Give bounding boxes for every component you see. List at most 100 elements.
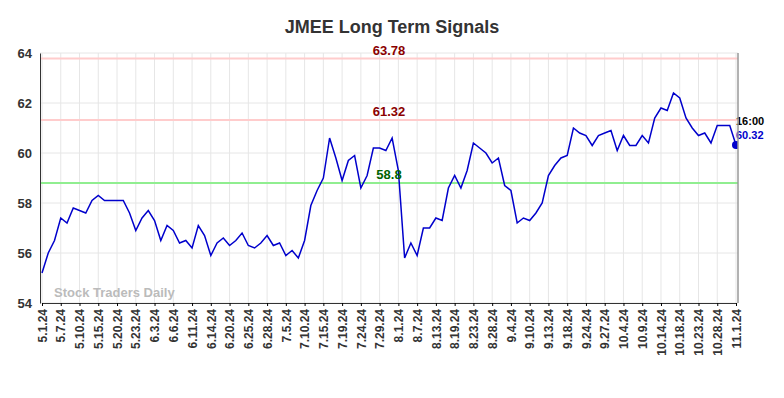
x-tick-label: 8.7.24 [411,309,425,343]
x-tick-mark [286,303,287,306]
x-tick-mark [736,303,737,306]
signal-line [40,58,738,60]
x-tick: 6.6.24 [167,303,181,342]
y-grid-line [40,153,738,154]
x-tick-label: 9.27.24 [598,309,612,349]
x-grid-line [60,53,61,303]
y-tick-label: 64 [18,46,33,61]
x-tick-label: 6.14.24 [205,309,219,349]
x-tick-label: 6.6.24 [167,309,181,343]
x-grid-line [642,53,643,303]
y-tick-label: 58 [18,196,32,211]
x-grid-line [435,53,436,303]
x-tick: 8.19.24 [448,303,462,349]
x-grid-line [154,53,155,303]
x-tick-label: 9.18.24 [561,309,575,349]
x-tick-label: 8.19.24 [448,309,462,349]
x-tick: 9.13.24 [542,303,556,349]
x-tick-mark [42,303,43,306]
x-tick: 5.23.24 [129,303,143,349]
x-tick-label: 9.13.24 [542,309,556,349]
x-tick-label: 10.4.24 [617,309,631,349]
x-tick-label: 5.20.24 [111,309,125,349]
x-tick: 5.10.24 [73,303,87,349]
x-tick-label: 7.5.24 [280,309,294,343]
x-grid-line [679,53,680,303]
x-grid-line [135,53,136,303]
x-grid-line [585,53,586,303]
x-tick-mark [230,303,231,306]
x-tick: 9.27.24 [598,303,612,349]
price-line [42,93,736,273]
signal-line [40,182,738,184]
x-tick: 7.10.24 [298,303,312,349]
y-axis: 545658606264 [18,46,41,311]
x-tick: 8.1.24 [392,303,406,342]
x-tick-label: 7.15.24 [317,309,331,349]
y-axis-line [40,54,41,304]
x-tick-label: 9.24.24 [580,309,594,349]
x-tick-mark [305,303,306,306]
x-tick-mark [173,303,174,306]
x-tick-mark [267,303,268,306]
x-grid-line [304,53,305,303]
x-grid-line [567,53,568,303]
x-tick: 6.3.24 [148,303,162,342]
y-tick: 64 [18,46,40,61]
x-tick-label: 5.1.24 [36,309,50,343]
x-tick: 10.23.24 [692,303,706,356]
x-grid-line [210,53,211,303]
x-tick-mark [455,303,456,306]
x-tick-mark [567,303,568,306]
y-tick: 58 [18,196,40,211]
x-tick-mark [680,303,681,306]
x-tick-label: 10.28.24 [711,309,725,356]
x-tick: 9.18.24 [561,303,575,349]
x-tick-label: 7.19.24 [336,309,350,349]
y-tick-label: 62 [18,96,32,111]
x-tick-label: 5.23.24 [129,309,143,349]
x-tick-mark [473,303,474,306]
x-grid-line [229,53,230,303]
x-tick-mark [80,303,81,306]
x-tick: 8.7.24 [411,303,425,342]
x-tick-mark [211,303,212,306]
x-tick-mark [548,303,549,306]
y-tick-label: 60 [18,146,32,161]
x-grid-line [248,53,249,303]
x-tick-mark [117,303,118,306]
x-tick-mark [361,303,362,306]
x-tick: 10.4.24 [617,303,631,349]
x-tick-mark [98,303,99,306]
x-tick-label: 6.25.24 [242,309,256,349]
x-grid-line [510,53,511,303]
x-tick-mark [586,303,587,306]
x-grid-line [454,53,455,303]
x-tick-label: 10.23.24 [692,309,706,356]
x-grid-line [42,53,43,303]
x-tick-label: 7.10.24 [298,309,312,349]
x-tick: 6.14.24 [205,303,219,349]
x-tick-label: 8.28.24 [486,309,500,349]
x-tick: 6.25.24 [242,303,256,349]
x-tick-mark [417,303,418,306]
x-tick: 10.28.24 [711,303,725,356]
x-tick-label: 8.23.24 [467,309,481,349]
x-tick: 9.4.24 [505,303,519,342]
x-grid-line [117,53,118,303]
x-tick-mark [530,303,531,306]
x-tick-mark [192,303,193,306]
x-grid-line [529,53,530,303]
y-tick-label: 54 [18,296,33,311]
x-tick-label: 6.11.24 [186,309,200,349]
x-tick: 10.18.24 [673,303,687,356]
x-tick-label: 6.3.24 [148,309,162,343]
x-tick-label: 10.14.24 [655,309,669,356]
plot-area [40,59,738,274]
time-label: 16:00 [736,115,764,127]
x-grid-line [173,53,174,303]
title: JMEE Long Term Signals [285,17,500,37]
y-grid-line [40,253,738,254]
x-tick-mark [698,303,699,306]
x-grid-line [492,53,493,303]
